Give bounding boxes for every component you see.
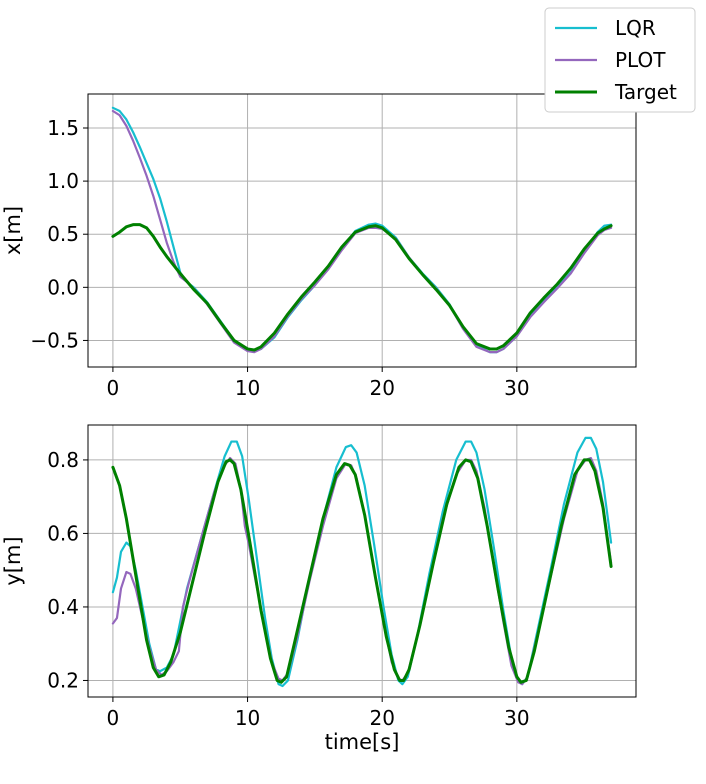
bottom-y-axis-label: y[m] xyxy=(1,536,25,585)
bottom-subplot: 0 10 20 30 0.2 0.4 0.6 0.8 y[m] time[s] xyxy=(1,424,637,754)
top-y-axis-label: x[m] xyxy=(1,206,25,255)
top-grid xyxy=(88,94,636,367)
top-series-lines xyxy=(111,106,613,354)
legend-box xyxy=(544,7,696,113)
top-ytick-label-2: 0.5 xyxy=(47,222,79,246)
bottom-ytick-label-1: 0.4 xyxy=(47,595,79,619)
bottom-series-target xyxy=(111,458,613,684)
bottom-xtick-label-2: 20 xyxy=(369,706,394,730)
bottom-ytick-label-2: 0.6 xyxy=(47,521,79,545)
bottom-xtick-label-3: 30 xyxy=(504,706,529,730)
legend: LQR PLOT Target xyxy=(544,7,696,113)
top-ticks: 0 10 20 30 −0.5 0.0 0.5 1.0 1.5 xyxy=(30,116,529,400)
bottom-x-axis-label: time[s] xyxy=(325,730,400,754)
top-subplot: 0 10 20 30 −0.5 0.0 0.5 1.0 1.5 x[m] xyxy=(1,93,637,400)
top-series-target xyxy=(111,223,613,352)
bottom-series-plot xyxy=(111,456,613,686)
top-ytick-label-1: 0.0 xyxy=(47,275,79,299)
bottom-ytick-label-3: 0.8 xyxy=(47,448,79,472)
top-ytick-label-0: −0.5 xyxy=(30,328,79,352)
legend-label-plot: PLOT xyxy=(615,48,666,72)
bottom-ytick-label-0: 0.2 xyxy=(47,668,79,692)
top-xtick-label-0: 0 xyxy=(107,376,120,400)
bottom-ticks: 0 10 20 30 0.2 0.4 0.6 0.8 xyxy=(47,448,529,730)
top-ytick-label-4: 1.5 xyxy=(47,116,79,140)
top-series-plot xyxy=(111,109,613,354)
top-ytick-label-3: 1.0 xyxy=(47,169,79,193)
legend-label-lqr: LQR xyxy=(615,16,656,40)
top-xtick-label-3: 30 xyxy=(504,376,529,400)
top-xtick-label-1: 10 xyxy=(235,376,260,400)
legend-entries: LQR PLOT Target xyxy=(555,16,677,104)
top-plot-frame xyxy=(87,93,637,368)
legend-label-target: Target xyxy=(614,80,677,104)
bottom-xtick-label-1: 10 xyxy=(235,706,260,730)
bottom-plot-frame xyxy=(87,424,637,698)
bottom-xtick-label-0: 0 xyxy=(107,706,120,730)
top-xtick-label-2: 20 xyxy=(369,376,394,400)
bottom-series-lines xyxy=(111,436,613,688)
